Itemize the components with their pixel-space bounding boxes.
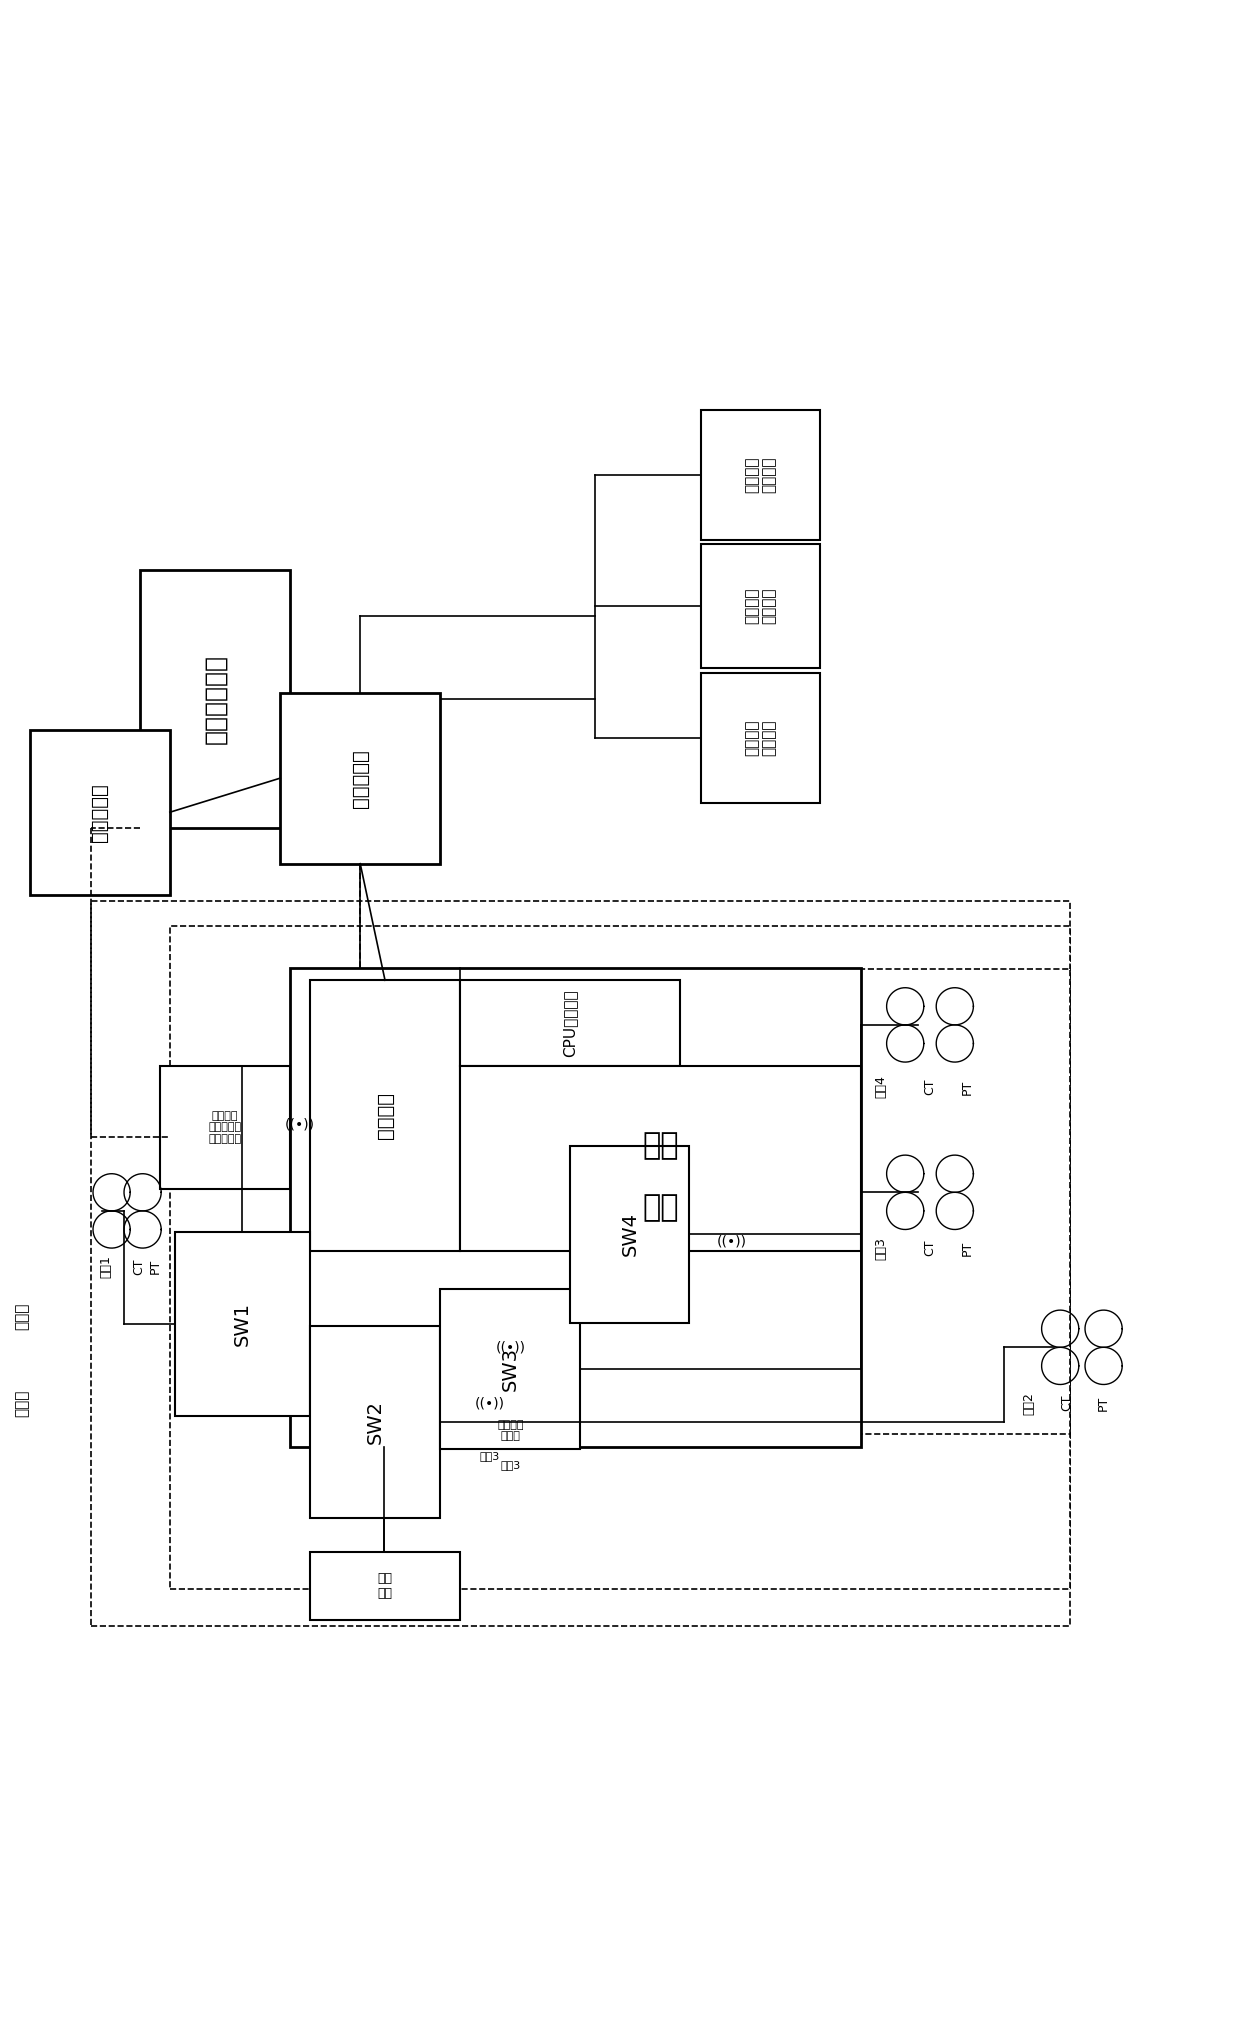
FancyBboxPatch shape: [290, 968, 861, 1446]
FancyBboxPatch shape: [701, 409, 820, 541]
FancyBboxPatch shape: [460, 1065, 861, 1251]
FancyBboxPatch shape: [30, 729, 170, 895]
Text: 线路3: 线路3: [501, 1460, 521, 1470]
FancyBboxPatch shape: [280, 693, 440, 865]
Text: 线路4: 线路4: [874, 1075, 887, 1098]
Text: ((•)): ((•)): [285, 1118, 315, 1132]
FancyBboxPatch shape: [160, 1065, 290, 1189]
Text: PT: PT: [149, 1260, 161, 1274]
Text: 就地监控
管理模块: 就地监控 管理模块: [744, 587, 776, 624]
Text: 线路3: 线路3: [480, 1452, 500, 1462]
Text: 通讯模块: 通讯模块: [376, 1091, 394, 1138]
FancyBboxPatch shape: [91, 901, 1070, 1626]
Text: 一次侧: 一次侧: [15, 1389, 30, 1418]
Text: 一次侧: 一次侧: [15, 1302, 30, 1330]
Text: SW4: SW4: [620, 1213, 640, 1256]
Text: 线路1: 线路1: [99, 1256, 112, 1278]
Text: ((•)): ((•)): [496, 1341, 526, 1355]
Text: CT: CT: [924, 1239, 936, 1256]
Text: 图像报警
传感器报警
无线接收点: 图像报警 传感器报警 无线接收点: [208, 1110, 242, 1144]
Text: SW3: SW3: [501, 1347, 520, 1391]
FancyBboxPatch shape: [310, 1551, 460, 1620]
Text: 回路: 回路: [642, 1193, 678, 1223]
FancyBboxPatch shape: [701, 545, 820, 668]
Text: ((•)): ((•)): [475, 1395, 505, 1409]
Text: 控制: 控制: [642, 1132, 678, 1160]
FancyBboxPatch shape: [310, 980, 460, 1251]
FancyBboxPatch shape: [460, 980, 680, 1065]
Text: ((•)): ((•)): [717, 1235, 746, 1249]
FancyBboxPatch shape: [440, 1290, 580, 1450]
Text: PT: PT: [961, 1241, 973, 1256]
Text: CT: CT: [1060, 1395, 1073, 1411]
FancyBboxPatch shape: [310, 1326, 440, 1519]
Text: CT: CT: [133, 1258, 145, 1276]
FancyBboxPatch shape: [300, 970, 1070, 1434]
Text: 线路2: 线路2: [1023, 1391, 1035, 1415]
Text: 电源
模块: 电源 模块: [377, 1571, 393, 1600]
Text: 传感无线
接收点: 传感无线 接收点: [497, 1420, 525, 1442]
Text: SW2: SW2: [366, 1401, 384, 1444]
Text: 主动操作
管理模块: 主动操作 管理模块: [744, 458, 776, 494]
Text: CPU微机装置: CPU微机装置: [562, 990, 578, 1057]
Text: 监控数据库: 监控数据库: [91, 784, 109, 842]
FancyBboxPatch shape: [175, 1231, 310, 1415]
FancyBboxPatch shape: [570, 1146, 689, 1322]
FancyBboxPatch shape: [170, 925, 1070, 1590]
Text: 远程监控平台: 远程监控平台: [203, 654, 227, 743]
Text: SW1: SW1: [233, 1302, 252, 1347]
Text: 故障信息
处理模块: 故障信息 处理模块: [744, 719, 776, 755]
FancyBboxPatch shape: [140, 569, 290, 828]
Text: PT: PT: [1097, 1395, 1110, 1411]
Text: PT: PT: [961, 1079, 973, 1096]
Text: CT: CT: [924, 1079, 936, 1096]
Text: 线路3: 线路3: [874, 1237, 887, 1260]
FancyBboxPatch shape: [701, 672, 820, 804]
Text: 监控服务器: 监控服务器: [351, 749, 370, 808]
